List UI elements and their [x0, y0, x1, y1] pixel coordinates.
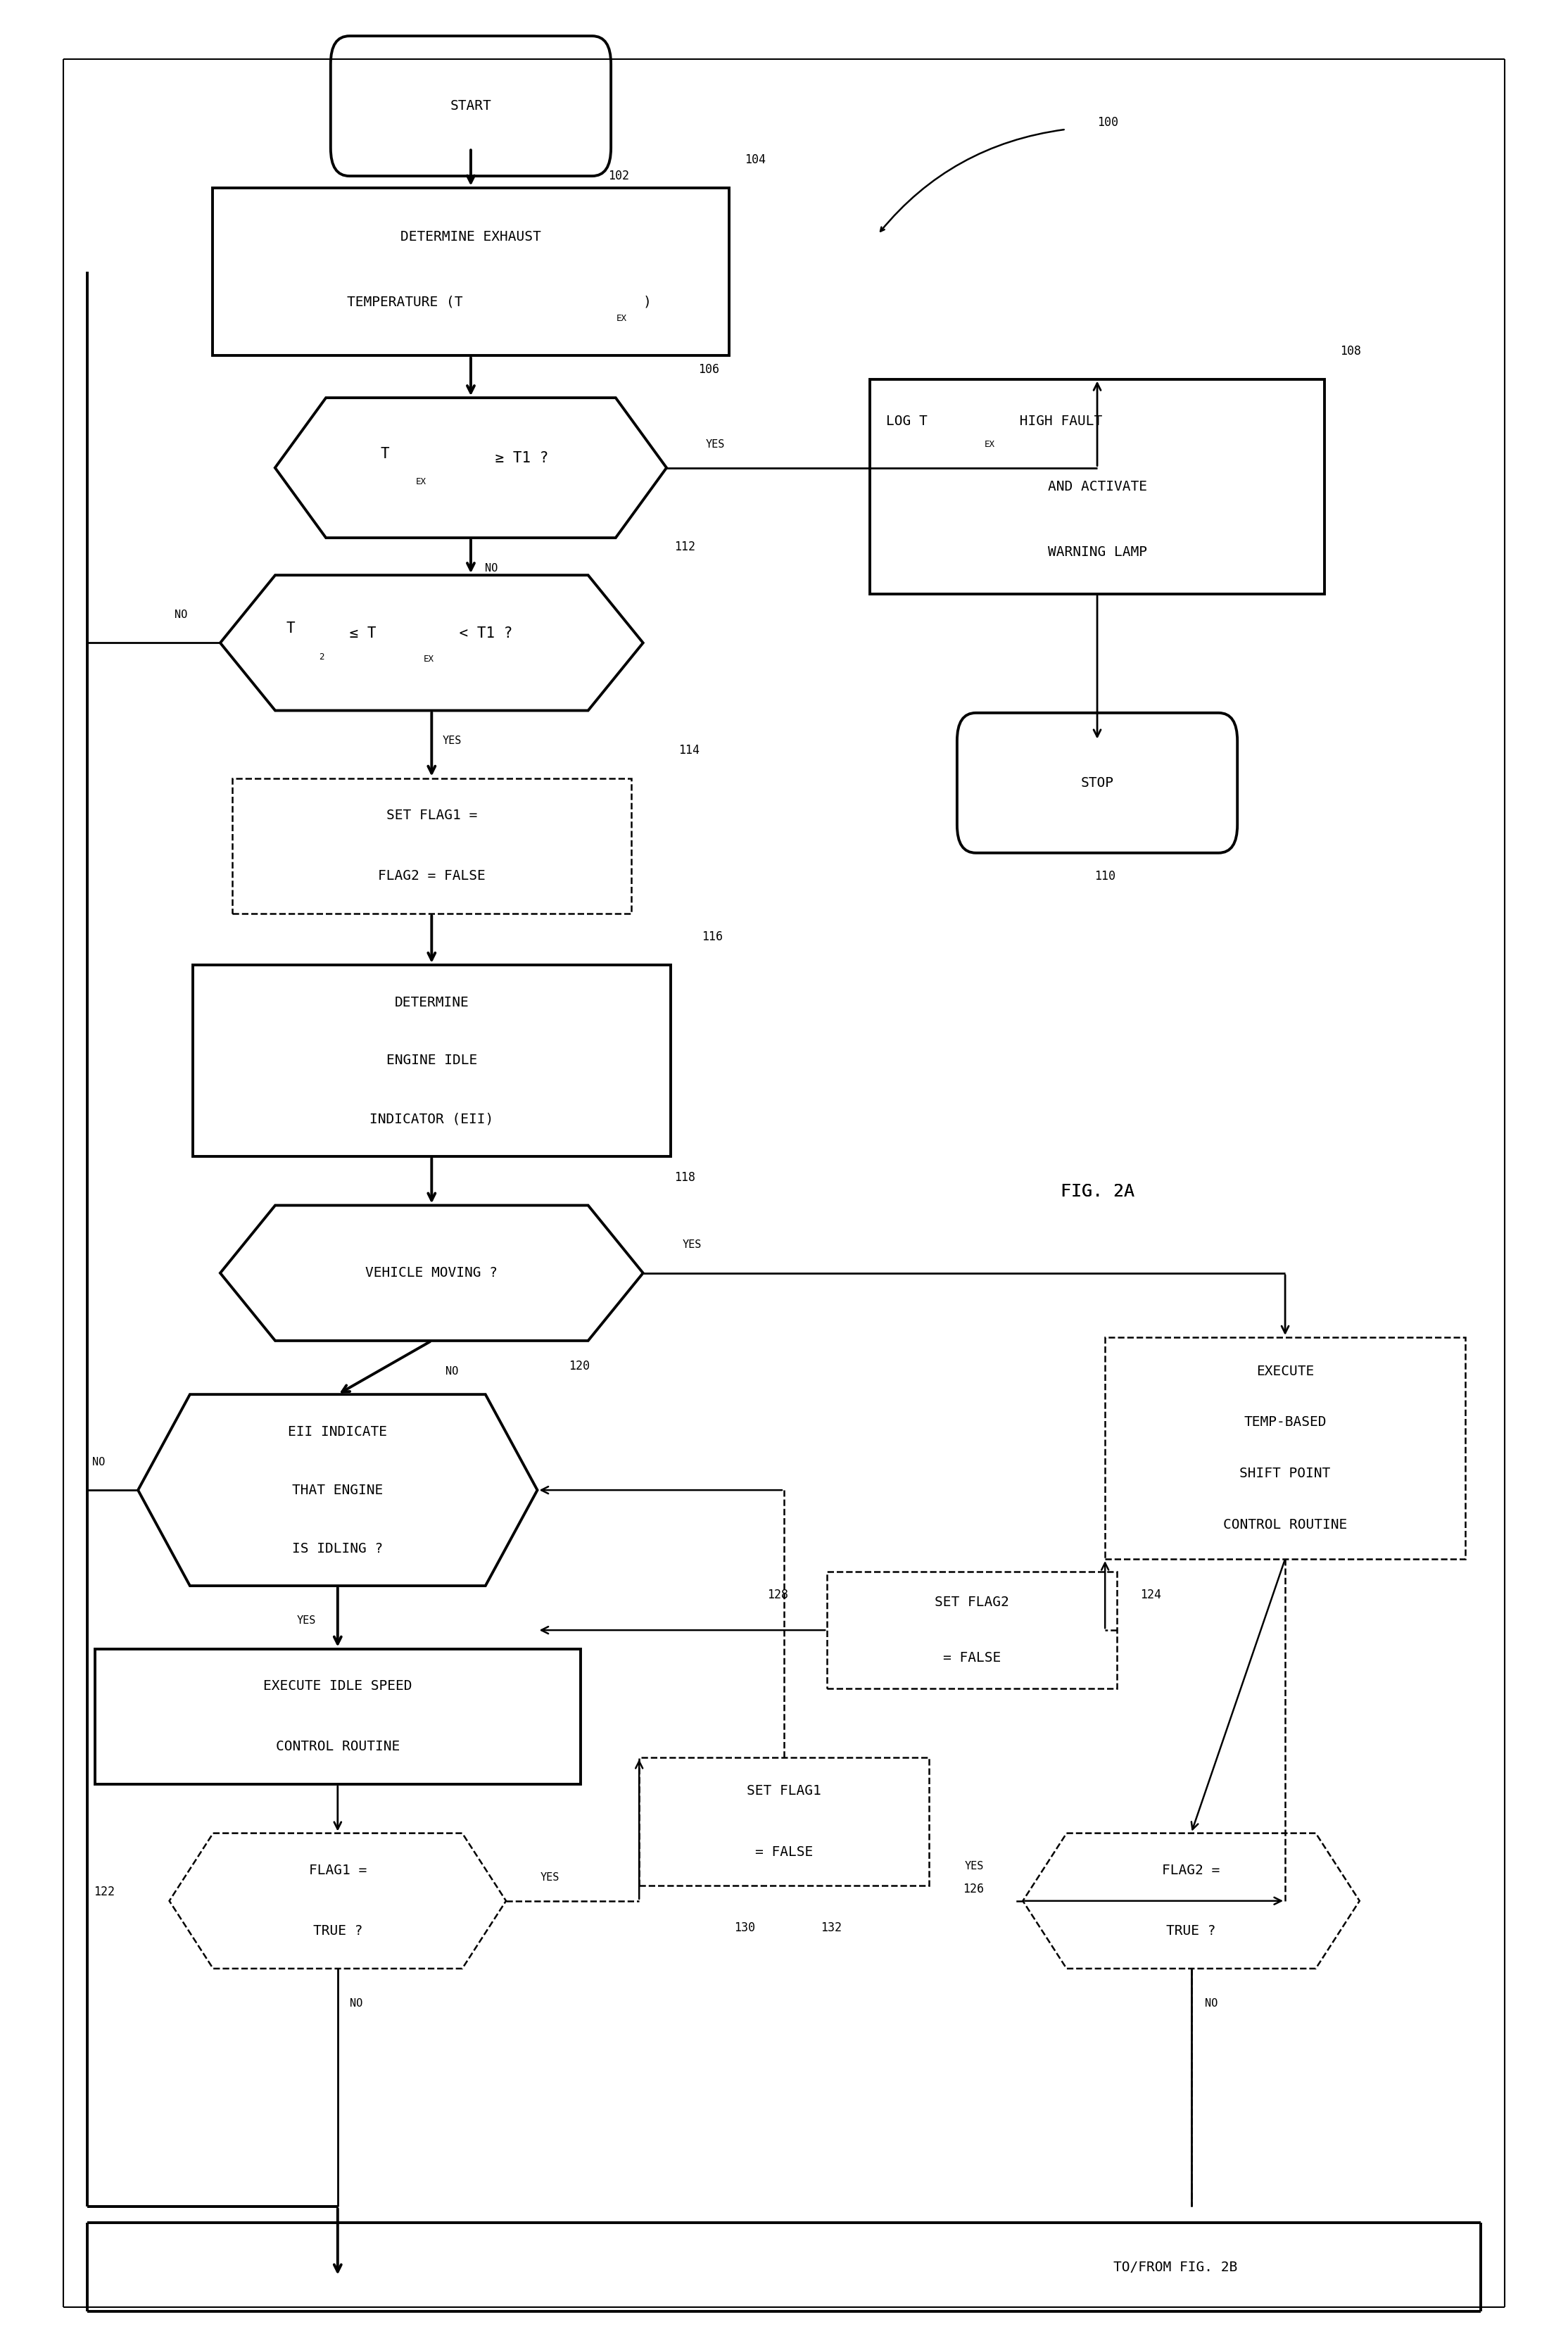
- Text: NO: NO: [1206, 1997, 1218, 2009]
- Text: TO/FROM FIG. 2B: TO/FROM FIG. 2B: [1113, 2261, 1237, 2273]
- Text: FIG. 2A: FIG. 2A: [1060, 1182, 1134, 1201]
- Text: 130: 130: [734, 1923, 756, 1934]
- Text: ENGINE IDLE: ENGINE IDLE: [386, 1054, 477, 1068]
- Text: FLAG2 =: FLAG2 =: [1162, 1864, 1220, 1878]
- Text: ): ): [643, 294, 651, 308]
- Text: IS IDLING ?: IS IDLING ?: [292, 1542, 383, 1556]
- Text: FLAG2 = FALSE: FLAG2 = FALSE: [378, 869, 486, 883]
- Text: 106: 106: [698, 364, 720, 376]
- Text: SET FLAG1: SET FLAG1: [746, 1785, 822, 1799]
- Text: = FALSE: = FALSE: [942, 1652, 1000, 1666]
- Text: TRUE ?: TRUE ?: [314, 1925, 362, 1939]
- Text: 116: 116: [702, 930, 723, 944]
- Bar: [212, 187, 729, 355]
- Bar: [1105, 1336, 1465, 1558]
- Text: YES: YES: [964, 1859, 983, 1871]
- Text: 128: 128: [767, 1588, 787, 1602]
- Text: CONTROL ROUTINE: CONTROL ROUTINE: [1223, 1518, 1347, 1532]
- Text: EX: EX: [416, 477, 426, 486]
- Text: DETERMINE: DETERMINE: [395, 995, 469, 1009]
- Text: 132: 132: [820, 1923, 842, 1934]
- Polygon shape: [274, 397, 666, 537]
- Text: AND ACTIVATE: AND ACTIVATE: [1047, 479, 1146, 493]
- Text: TEMP-BASED: TEMP-BASED: [1243, 1416, 1327, 1430]
- Text: < T1 ?: < T1 ?: [450, 626, 513, 640]
- Text: ≤ T: ≤ T: [340, 626, 376, 640]
- Text: EX: EX: [423, 654, 434, 663]
- Text: YES: YES: [296, 1617, 317, 1626]
- Text: 108: 108: [1341, 346, 1361, 357]
- Text: 112: 112: [674, 542, 696, 554]
- FancyBboxPatch shape: [956, 712, 1237, 853]
- Text: 104: 104: [745, 154, 765, 166]
- Polygon shape: [220, 575, 643, 710]
- Text: 102: 102: [608, 171, 629, 182]
- Text: YES: YES: [442, 736, 461, 745]
- Text: ≥ T1 ?: ≥ T1 ?: [486, 451, 549, 465]
- Text: 118: 118: [674, 1170, 696, 1184]
- Text: LOG T: LOG T: [886, 413, 927, 427]
- Bar: [193, 965, 671, 1156]
- Text: FLAG1 =: FLAG1 =: [309, 1864, 367, 1878]
- Text: EII INDICATE: EII INDICATE: [289, 1425, 387, 1439]
- Text: TEMPERATURE (T: TEMPERATURE (T: [347, 294, 463, 308]
- Bar: [640, 1757, 928, 1885]
- Text: 122: 122: [94, 1885, 114, 1897]
- Text: CONTROL ROUTINE: CONTROL ROUTINE: [276, 1740, 400, 1754]
- Text: = FALSE: = FALSE: [756, 1845, 812, 1859]
- Polygon shape: [138, 1395, 538, 1586]
- Text: NO: NO: [445, 1367, 458, 1376]
- Bar: [826, 1572, 1116, 1689]
- Text: T: T: [287, 621, 295, 635]
- Text: STOP: STOP: [1080, 776, 1113, 790]
- Text: FIG. 2A: FIG. 2A: [1060, 1182, 1134, 1201]
- Text: EX: EX: [616, 313, 627, 322]
- Text: 2: 2: [318, 652, 325, 661]
- Text: 110: 110: [1094, 869, 1115, 883]
- Text: INDICATOR (EII): INDICATOR (EII): [370, 1112, 494, 1126]
- Text: YES: YES: [706, 439, 724, 451]
- FancyBboxPatch shape: [331, 35, 612, 175]
- Bar: [870, 378, 1325, 593]
- Text: SHIFT POINT: SHIFT POINT: [1240, 1467, 1331, 1481]
- Text: NO: NO: [174, 610, 188, 619]
- Polygon shape: [1022, 1834, 1359, 1969]
- Text: THAT ENGINE: THAT ENGINE: [292, 1483, 383, 1497]
- Text: WARNING LAMP: WARNING LAMP: [1047, 544, 1146, 558]
- Text: START: START: [450, 100, 491, 112]
- Text: YES: YES: [541, 1871, 560, 1883]
- Text: 114: 114: [679, 743, 699, 757]
- Text: YES: YES: [682, 1240, 701, 1250]
- Text: VEHICLE MOVING ?: VEHICLE MOVING ?: [365, 1266, 497, 1280]
- Text: TRUE ?: TRUE ?: [1167, 1925, 1215, 1939]
- Text: HIGH FAULT: HIGH FAULT: [1011, 413, 1102, 427]
- Text: SET FLAG2: SET FLAG2: [935, 1595, 1010, 1610]
- Text: EXECUTE IDLE SPEED: EXECUTE IDLE SPEED: [263, 1680, 412, 1694]
- Text: SET FLAG1 =: SET FLAG1 =: [386, 808, 477, 822]
- Bar: [232, 778, 632, 913]
- Polygon shape: [169, 1834, 506, 1969]
- Polygon shape: [220, 1205, 643, 1341]
- Text: 126: 126: [963, 1883, 983, 1894]
- Text: DETERMINE EXHAUST: DETERMINE EXHAUST: [400, 229, 541, 243]
- Text: EX: EX: [985, 439, 996, 449]
- Text: NO: NO: [93, 1458, 105, 1467]
- Text: 124: 124: [1140, 1588, 1162, 1602]
- Text: 120: 120: [569, 1360, 590, 1374]
- Text: NO: NO: [485, 563, 497, 572]
- Bar: [96, 1649, 580, 1785]
- Text: 100: 100: [1098, 117, 1118, 128]
- Text: T: T: [379, 446, 389, 460]
- Text: NO: NO: [350, 1997, 362, 2009]
- Text: EXECUTE: EXECUTE: [1256, 1364, 1314, 1378]
